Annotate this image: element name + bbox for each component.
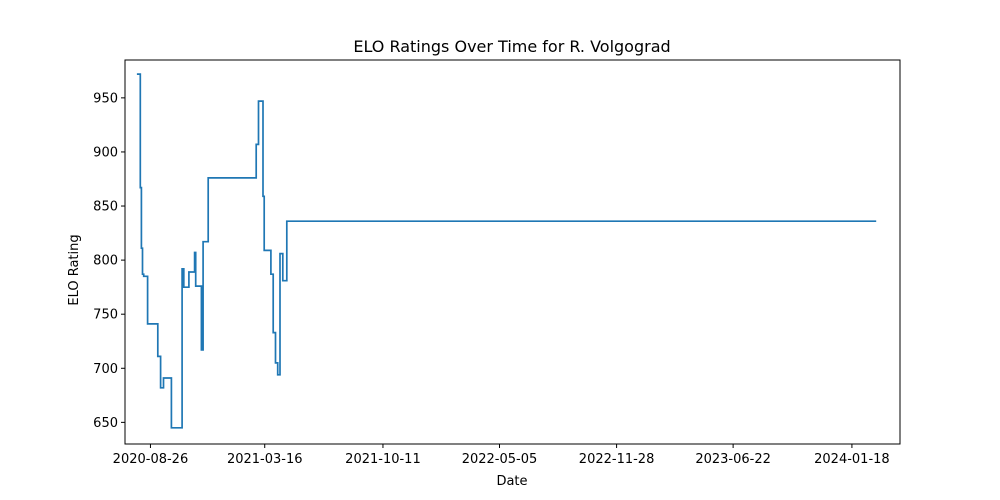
chart-title: ELO Ratings Over Time for R. Volgograd xyxy=(353,37,670,56)
y-tick-label: 850 xyxy=(93,200,118,215)
series-line xyxy=(136,73,877,429)
x-tick-label: 2023-06-22 xyxy=(695,452,771,467)
x-tick-label: 2020-08-26 xyxy=(113,452,189,467)
y-tick-label: 900 xyxy=(93,145,118,160)
x-tick-label: 2021-03-16 xyxy=(227,452,303,467)
plot-frame xyxy=(124,59,901,445)
x-tick-label: 2022-11-28 xyxy=(579,452,655,467)
y-tick-label: 700 xyxy=(93,362,118,377)
y-tick-label: 950 xyxy=(93,91,118,106)
y-tick-label: 650 xyxy=(93,416,118,431)
x-tick-label: 2021-10-11 xyxy=(345,452,421,467)
y-tick-label: 800 xyxy=(93,254,118,269)
y-axis-label: ELO Rating xyxy=(67,234,82,305)
x-tick-label: 2024-01-18 xyxy=(814,452,890,467)
x-axis-label: Date xyxy=(496,474,527,489)
plot-area: 2020-08-26 2021-03-16 2021-10-11 2022-05-05… xyxy=(93,59,901,467)
x-tick-label: 2022-05-05 xyxy=(462,452,538,467)
y-tick-label: 750 xyxy=(93,308,118,323)
